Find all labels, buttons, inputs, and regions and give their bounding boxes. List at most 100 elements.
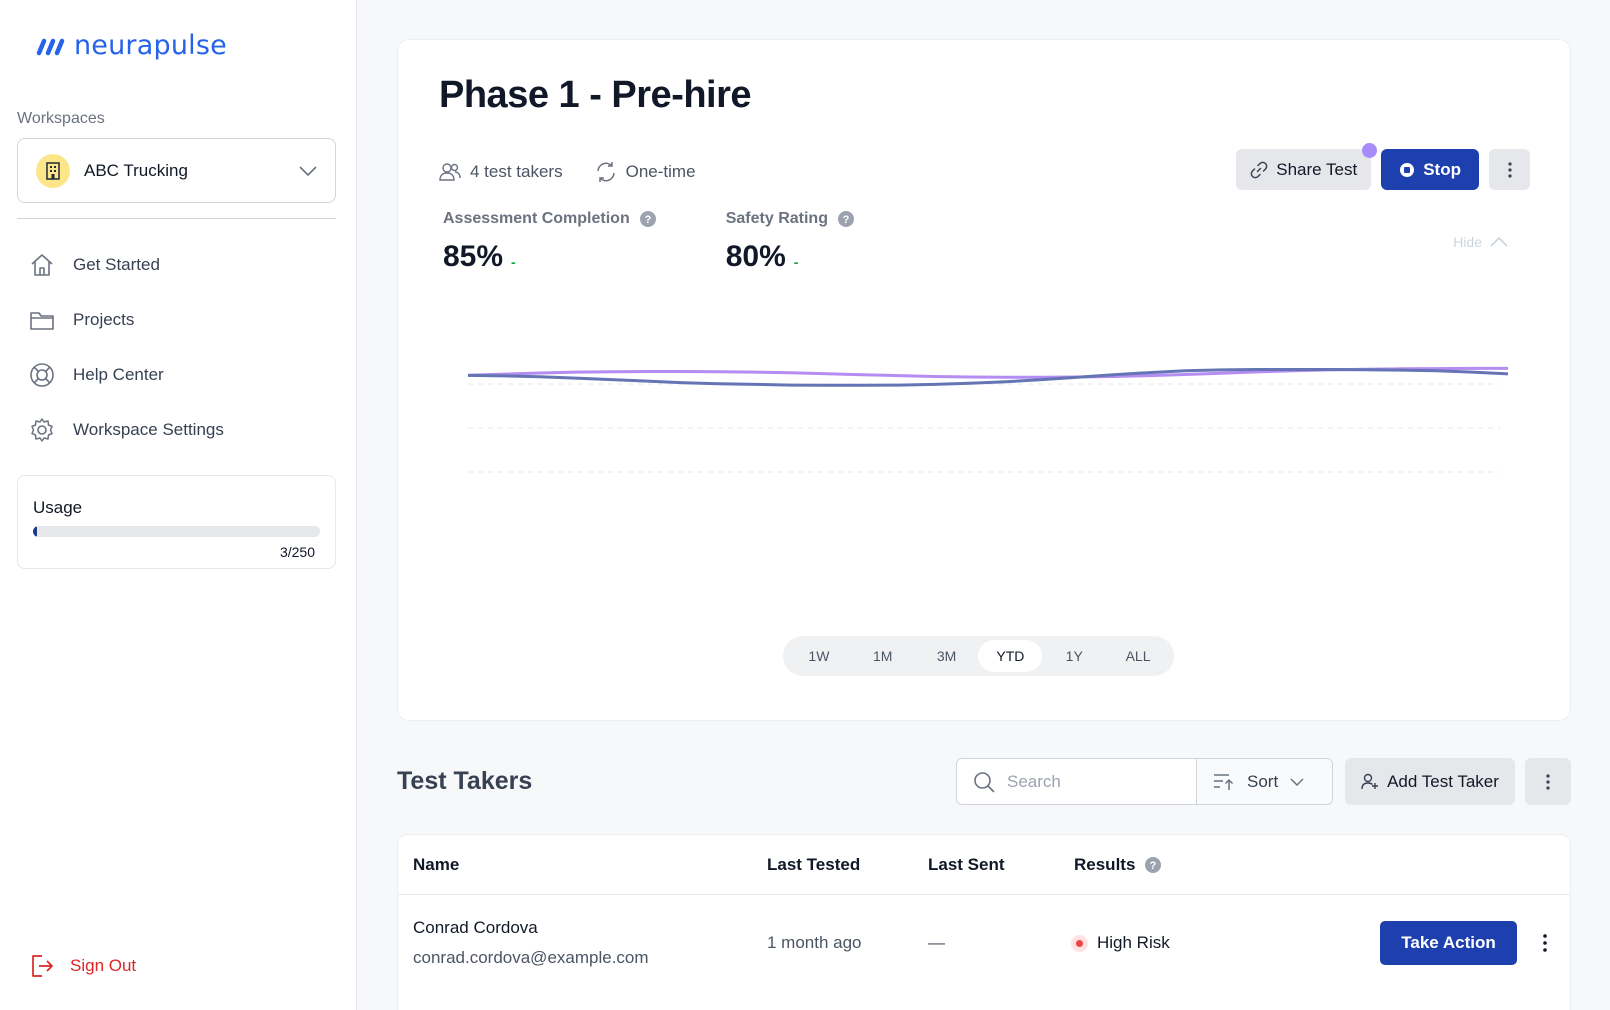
range-3m-button[interactable]: 3M [915, 640, 979, 672]
range-all-button[interactable]: ALL [1106, 640, 1170, 672]
svg-text:?: ? [843, 214, 850, 226]
stat-value: 85% - [443, 240, 656, 274]
brand-name: neurapulse [74, 30, 227, 61]
search-icon [973, 771, 995, 793]
stat-delta: - [511, 254, 516, 274]
stat-label-text: Safety Rating [726, 210, 828, 228]
add-test-taker-button[interactable]: Add Test Taker [1345, 758, 1515, 805]
stop-label: Stop [1423, 160, 1461, 180]
sort-label: Sort [1247, 772, 1278, 792]
add-user-icon [1361, 773, 1379, 791]
column-label: Last Sent [928, 855, 1005, 875]
column-header-last-tested[interactable]: Last Tested [767, 855, 860, 875]
stat-label-text: Assessment Completion [443, 210, 630, 228]
take-action-button[interactable]: Take Action [1380, 921, 1517, 965]
column-header-name[interactable]: Name [413, 855, 459, 875]
users-icon [439, 162, 461, 182]
range-1m-button[interactable]: 1M [851, 640, 915, 672]
table-header: Name Last Tested Last Sent Results ? [398, 835, 1570, 895]
taker-email: conrad.cordova@example.com [413, 948, 649, 968]
takers-more-button[interactable] [1525, 758, 1571, 805]
lifebuoy-icon [29, 362, 55, 388]
range-1y-button[interactable]: 1Y [1042, 640, 1106, 672]
last-tested-value: 1 month ago [767, 933, 862, 953]
share-test-button[interactable]: Share Test [1236, 149, 1371, 190]
svg-text:?: ? [644, 214, 651, 226]
sort-icon [1213, 773, 1235, 791]
usage-title: Usage [33, 498, 320, 518]
sidebar-item-workspace-settings[interactable]: Workspace Settings [17, 402, 336, 457]
notification-dot [1362, 143, 1377, 158]
folder-icon [29, 307, 55, 333]
add-test-taker-label: Add Test Taker [1387, 772, 1499, 792]
stop-button[interactable]: Stop [1381, 149, 1479, 190]
sign-out-label: Sign Out [70, 956, 136, 976]
hide-label: Hide [1453, 234, 1482, 250]
test-overview-card: Phase 1 - Pre-hire 4 test takers One-tim… [397, 39, 1571, 721]
result-status: High Risk [1076, 933, 1170, 953]
stat-value-text: 85% [443, 240, 503, 274]
test-frequency-label: One-time [626, 162, 696, 182]
help-icon[interactable]: ? [838, 211, 854, 227]
more-vertical-icon [1546, 774, 1550, 790]
refresh-icon [595, 161, 617, 183]
help-icon[interactable]: ? [640, 211, 656, 227]
sign-out-button[interactable]: Sign Out [29, 953, 136, 979]
search-input[interactable] [1007, 772, 1177, 792]
divider [17, 218, 336, 219]
test-takers-table: Name Last Tested Last Sent Results ? Con… [397, 834, 1571, 1010]
stat-value-text: 80% [726, 240, 786, 274]
last-sent-value: — [928, 933, 945, 953]
test-takers-label: 4 test takers [470, 162, 563, 182]
page-title: Phase 1 - Pre-hire [439, 74, 751, 117]
usage-count: 3/250 [33, 544, 320, 560]
neurapulse-logo-icon [36, 36, 66, 56]
sidebar-item-label: Get Started [73, 255, 160, 275]
test-takers-count: 4 test takers [439, 162, 563, 182]
gear-icon [29, 417, 55, 443]
range-ytd-button[interactable]: YTD [978, 640, 1042, 672]
row-more-button[interactable] [1533, 925, 1557, 961]
sort-dropdown[interactable]: Sort [1196, 758, 1333, 805]
column-label: Last Tested [767, 855, 860, 875]
sidebar: neurapulse Workspaces ABC Trucking Get S… [0, 0, 357, 1010]
usage-card: Usage 3/250 [17, 475, 336, 569]
result-label: High Risk [1097, 933, 1170, 952]
svg-text:?: ? [1150, 860, 1157, 872]
range-1w-button[interactable]: 1W [787, 640, 851, 672]
stat-value: 80% - [726, 240, 854, 274]
usage-progress-bar [33, 526, 320, 537]
table-row[interactable]: Conrad Cordova conrad.cordova@example.co… [398, 895, 1570, 989]
workspaces-label: Workspaces [17, 110, 105, 128]
stop-icon [1399, 162, 1415, 178]
home-icon [29, 252, 55, 278]
sidebar-item-label: Workspace Settings [73, 420, 224, 440]
stat-delta: - [794, 254, 799, 274]
column-header-results[interactable]: Results ? [1074, 855, 1161, 875]
more-options-button[interactable] [1489, 149, 1530, 190]
more-vertical-icon [1508, 162, 1512, 178]
search-box [956, 758, 1196, 805]
sidebar-item-label: Help Center [73, 365, 164, 385]
hide-chart-toggle[interactable]: Hide [1453, 234, 1508, 250]
workspace-select[interactable]: ABC Trucking [17, 138, 336, 203]
sidebar-item-get-started[interactable]: Get Started [17, 237, 336, 292]
column-header-last-sent[interactable]: Last Sent [928, 855, 1005, 875]
time-range-selector: 1W 1M 3M YTD 1Y ALL [783, 636, 1174, 676]
stat-safety-rating: Safety Rating ? 80% - [726, 210, 854, 274]
chevron-down-icon [299, 166, 317, 176]
sidebar-item-help-center[interactable]: Help Center [17, 347, 336, 402]
sidebar-item-projects[interactable]: Projects [17, 292, 336, 347]
stat-assessment-completion: Assessment Completion ? 85% - [443, 210, 656, 274]
column-label: Results [1074, 855, 1135, 875]
help-icon[interactable]: ? [1145, 857, 1161, 873]
sign-out-icon [29, 953, 55, 979]
risk-status-dot [1076, 940, 1083, 947]
sidebar-item-label: Projects [73, 310, 134, 330]
building-icon [36, 154, 70, 188]
link-icon [1250, 161, 1268, 179]
trend-chart [468, 340, 1508, 560]
sidebar-nav: Get Started Projects Help Center Workspa… [17, 237, 336, 457]
stat-label: Assessment Completion ? [443, 210, 656, 228]
brand-logo[interactable]: neurapulse [36, 30, 227, 61]
